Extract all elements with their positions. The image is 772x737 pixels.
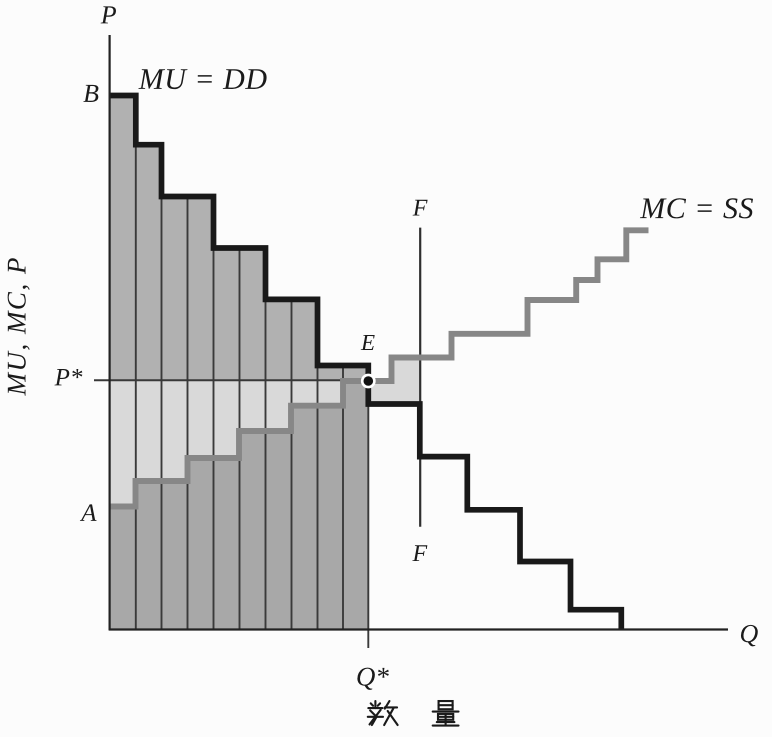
- svg-text:MU = DD: MU = DD: [138, 63, 268, 96]
- svg-text:Q: Q: [739, 619, 758, 648]
- svg-text:B: B: [83, 79, 99, 108]
- svg-text:P*: P*: [54, 364, 83, 391]
- svg-text:F: F: [412, 196, 428, 222]
- svg-text:A: A: [79, 500, 97, 527]
- svg-text:P: P: [100, 0, 117, 29]
- svg-text:Q*: Q*: [356, 661, 390, 691]
- svg-text:MU, MC, P: MU, MC, P: [1, 256, 31, 397]
- svg-text:F: F: [412, 541, 428, 567]
- svg-text:E: E: [360, 330, 375, 355]
- svg-text:MC = SS: MC = SS: [639, 192, 754, 225]
